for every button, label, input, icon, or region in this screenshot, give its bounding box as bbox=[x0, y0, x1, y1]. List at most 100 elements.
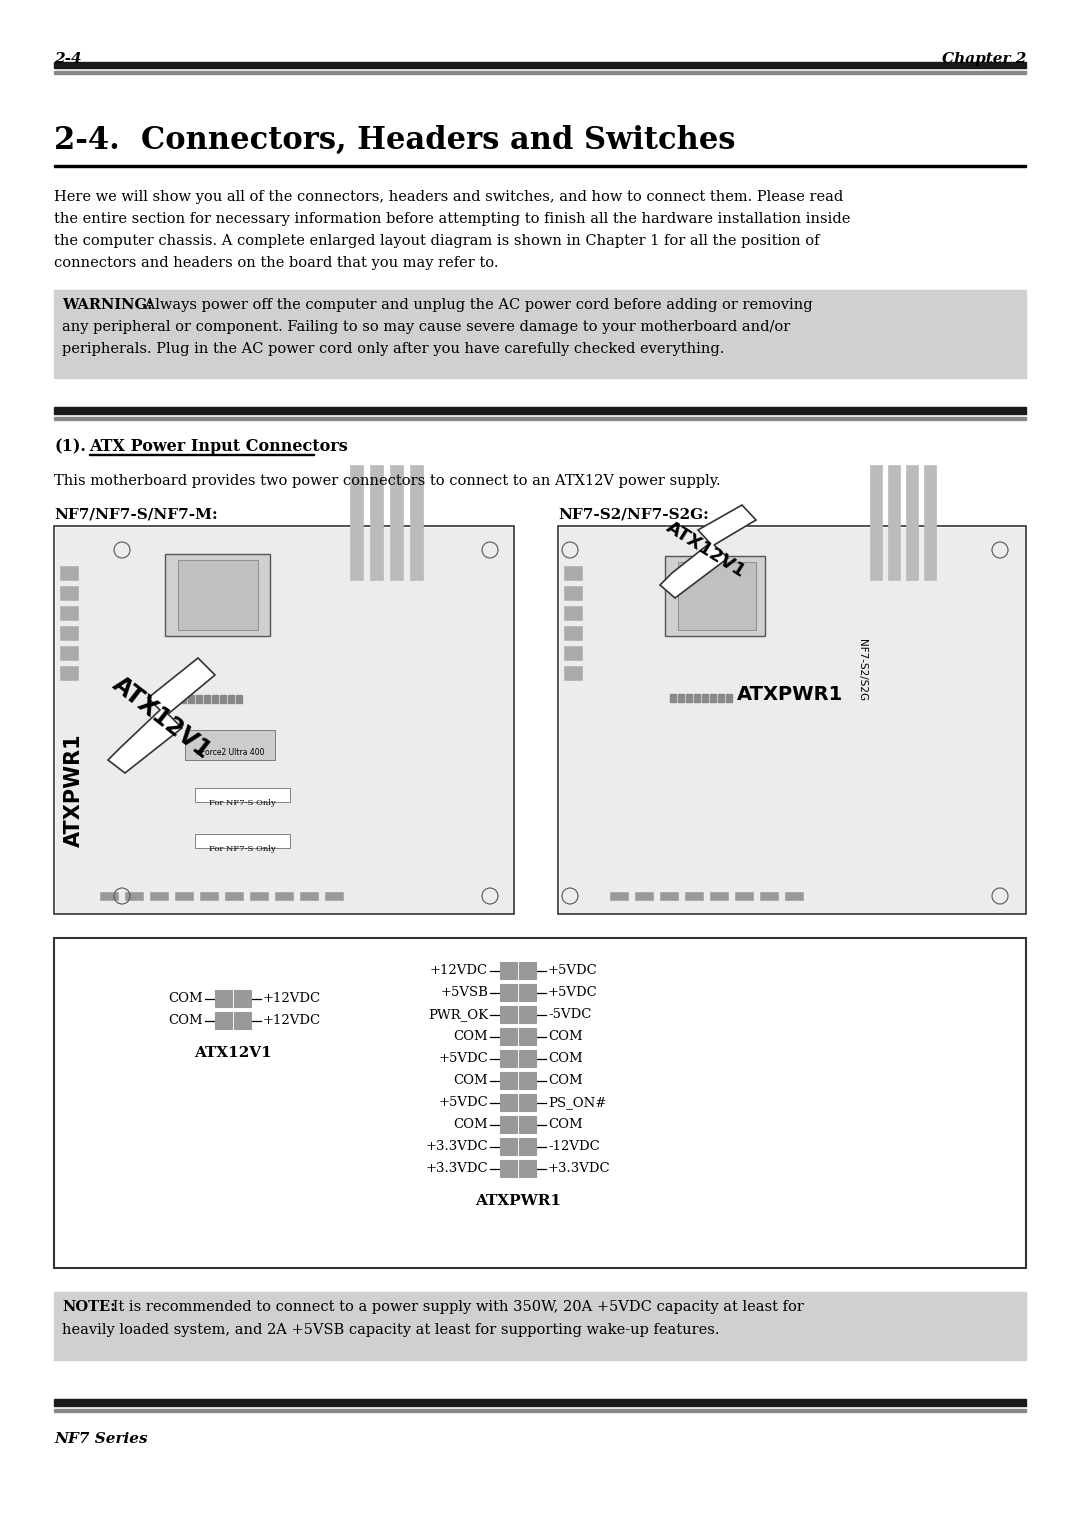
Bar bbox=[685, 891, 703, 901]
Bar bbox=[237, 696, 242, 703]
Bar bbox=[710, 891, 728, 901]
Bar bbox=[561, 528, 1024, 911]
Bar bbox=[694, 694, 700, 702]
Bar bbox=[726, 694, 732, 702]
Text: +5VDC: +5VDC bbox=[438, 1096, 488, 1109]
Bar bbox=[54, 1292, 1026, 1359]
Bar bbox=[60, 586, 78, 599]
Text: the computer chassis. A complete enlarged layout diagram is shown in Chapter 1 f: the computer chassis. A complete enlarge… bbox=[54, 234, 820, 248]
Bar bbox=[678, 563, 756, 630]
Bar bbox=[60, 566, 78, 579]
Bar bbox=[234, 989, 251, 1008]
Bar bbox=[610, 891, 627, 901]
Text: ATXPWR1: ATXPWR1 bbox=[475, 1194, 561, 1208]
Bar bbox=[215, 989, 232, 1008]
Bar bbox=[500, 1006, 517, 1023]
Bar bbox=[500, 1050, 517, 1067]
Text: NOTE:: NOTE: bbox=[62, 1300, 116, 1313]
Text: ATX12V1: ATX12V1 bbox=[194, 1046, 272, 1060]
Bar bbox=[54, 165, 1026, 167]
Bar bbox=[924, 465, 936, 579]
Bar bbox=[870, 465, 882, 579]
Bar bbox=[228, 696, 234, 703]
Bar bbox=[718, 694, 724, 702]
Bar bbox=[564, 667, 582, 680]
Bar bbox=[635, 891, 653, 901]
Text: COM: COM bbox=[548, 1118, 582, 1131]
Bar bbox=[564, 645, 582, 661]
Bar bbox=[519, 1050, 536, 1067]
Bar bbox=[519, 1095, 536, 1112]
Text: COM: COM bbox=[454, 1031, 488, 1043]
Text: +5VDC: +5VDC bbox=[548, 963, 597, 977]
Text: +12VDC: +12VDC bbox=[430, 963, 488, 977]
Bar bbox=[60, 645, 78, 661]
Bar bbox=[185, 729, 275, 760]
Text: -12VDC: -12VDC bbox=[548, 1141, 599, 1153]
Bar bbox=[519, 1006, 536, 1023]
Bar bbox=[906, 465, 918, 579]
Bar bbox=[710, 694, 716, 702]
Bar bbox=[564, 625, 582, 641]
Text: NF7-S2/NF7-S2G:: NF7-S2/NF7-S2G: bbox=[558, 508, 708, 521]
Text: COM: COM bbox=[548, 1031, 582, 1043]
Bar bbox=[54, 417, 1026, 420]
Text: COM: COM bbox=[548, 1073, 582, 1087]
Bar bbox=[220, 696, 226, 703]
Text: -5VDC: -5VDC bbox=[548, 1008, 592, 1021]
Text: NF7/NF7-S/NF7-M:: NF7/NF7-S/NF7-M: bbox=[54, 508, 218, 521]
Text: the entire section for necessary information before attempting to finish all the: the entire section for necessary informa… bbox=[54, 213, 850, 226]
Text: +12VDC: +12VDC bbox=[264, 1014, 321, 1027]
Bar bbox=[500, 1027, 517, 1044]
Bar bbox=[564, 566, 582, 579]
Bar bbox=[686, 694, 692, 702]
Bar bbox=[100, 891, 118, 901]
Bar bbox=[519, 1116, 536, 1133]
Bar bbox=[275, 891, 293, 901]
Bar bbox=[54, 526, 514, 914]
Bar bbox=[54, 63, 1026, 67]
Text: COM: COM bbox=[168, 1014, 203, 1027]
Bar bbox=[519, 1072, 536, 1089]
Text: +12VDC: +12VDC bbox=[264, 992, 321, 1005]
Bar bbox=[125, 891, 143, 901]
Bar bbox=[215, 1012, 232, 1029]
Text: COM: COM bbox=[454, 1073, 488, 1087]
Bar bbox=[678, 694, 684, 702]
Bar bbox=[195, 833, 291, 849]
Bar bbox=[500, 1116, 517, 1133]
Bar bbox=[60, 667, 78, 680]
Bar bbox=[500, 1161, 517, 1177]
Bar bbox=[390, 465, 403, 579]
Text: +3.3VDC: +3.3VDC bbox=[548, 1162, 610, 1174]
Text: heavily loaded system, and 2A +5VSB capacity at least for supporting wake-up fea: heavily loaded system, and 2A +5VSB capa… bbox=[62, 1323, 719, 1336]
Bar bbox=[195, 696, 202, 703]
Text: It is recommended to connect to a power supply with 350W, 20A +5VDC capacity at : It is recommended to connect to a power … bbox=[108, 1300, 804, 1313]
Bar bbox=[200, 891, 218, 901]
Bar bbox=[500, 1095, 517, 1112]
Bar bbox=[54, 291, 1026, 378]
Bar bbox=[350, 465, 363, 579]
Bar bbox=[165, 553, 270, 636]
Text: Chapter 2: Chapter 2 bbox=[942, 52, 1026, 66]
Polygon shape bbox=[108, 657, 215, 774]
Bar bbox=[564, 586, 582, 599]
Text: NF7-S2/S2G: NF7-S2/S2G bbox=[858, 639, 867, 702]
Text: 2-4: 2-4 bbox=[54, 52, 82, 66]
Bar bbox=[54, 937, 1026, 1268]
Text: COM: COM bbox=[168, 992, 203, 1005]
Bar bbox=[249, 891, 268, 901]
Text: ATX Power Input Connectors: ATX Power Input Connectors bbox=[89, 437, 348, 456]
Bar bbox=[54, 70, 1026, 73]
Text: For NF7-S Only: For NF7-S Only bbox=[208, 846, 275, 853]
Bar bbox=[564, 605, 582, 619]
Bar bbox=[212, 696, 218, 703]
Bar bbox=[519, 1161, 536, 1177]
Bar bbox=[204, 696, 210, 703]
Bar bbox=[500, 962, 517, 979]
Bar bbox=[519, 985, 536, 1001]
Bar bbox=[500, 1138, 517, 1154]
Text: 2-4.  Connectors, Headers and Switches: 2-4. Connectors, Headers and Switches bbox=[54, 125, 735, 156]
Bar bbox=[760, 891, 778, 901]
Bar bbox=[54, 1399, 1026, 1407]
